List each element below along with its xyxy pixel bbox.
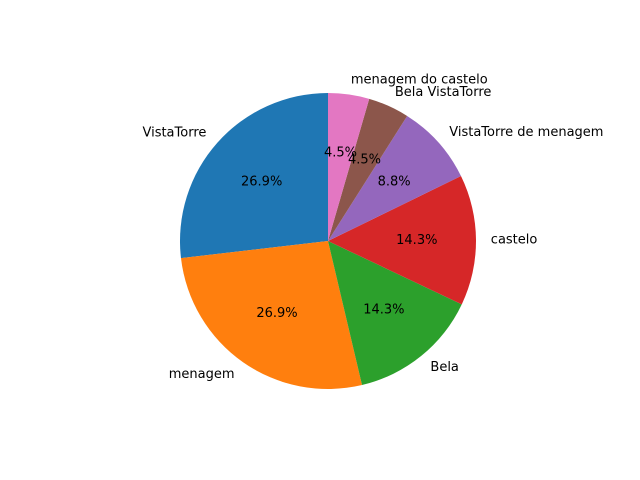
slice-label-vistatorre-de-menagem: VistaTorre de menagem <box>449 125 603 140</box>
pie-slice-menagem-do-castelo <box>328 93 370 241</box>
pie-slice-bela-vistatorre <box>328 98 408 241</box>
percent-label-bela: 14.3% <box>363 303 404 318</box>
percent-label-castelo: 14.3% <box>396 233 437 248</box>
percent-label-vistatorre: 26.9% <box>241 174 282 189</box>
pie-slice-castelo <box>328 176 477 305</box>
pie-slice-vistatorre-de-menagem <box>328 115 461 241</box>
slice-label-castelo: castelo <box>491 232 538 247</box>
slice-label-bela-vistatorre: Bela VistaTorre <box>395 85 492 100</box>
percent-label-bela-vistatorre: 4.5% <box>348 153 381 168</box>
pie-wedges <box>179 93 477 389</box>
slice-label-menagem-do-castelo: menagem do castelo <box>351 72 488 87</box>
percent-label-menagem: 26.9% <box>256 306 297 321</box>
percent-label-menagem-do-castelo: 4.5% <box>324 146 357 161</box>
slice-label-menagem: menagem <box>169 367 235 382</box>
pie-slice-menagem <box>180 241 363 389</box>
pie-slice-labels: VistaTorre menagem Bela castelo VistaTorre d… <box>142 72 603 381</box>
pie-percent-labels: 26.9% 26.9% 14.3% 14.3% 8.8% 4.5%4.5% <box>241 146 437 322</box>
slice-label-bela: Bela <box>430 360 459 375</box>
pie-slice-vistatorre <box>179 93 328 259</box>
percent-label-vistatorre-de-menagem: 8.8% <box>378 174 411 189</box>
slice-label-vistatorre: VistaTorre <box>142 125 206 140</box>
pie-slice-bela <box>328 241 462 386</box>
